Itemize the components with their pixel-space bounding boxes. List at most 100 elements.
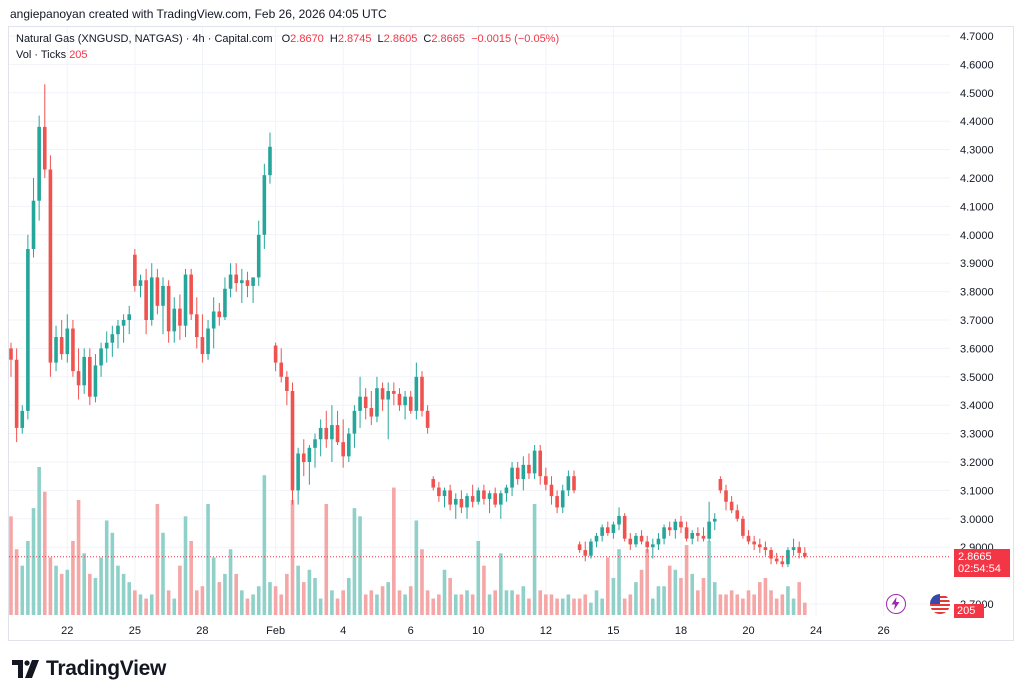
volume-bar	[313, 578, 317, 615]
candle-body	[527, 464, 531, 474]
candle-body	[470, 496, 475, 502]
volume-bar	[330, 590, 334, 615]
volume-bar	[555, 598, 559, 615]
high-value: 2.8745	[337, 33, 372, 45]
candle-body	[560, 490, 565, 508]
volume-bar	[301, 582, 306, 615]
brand-name: TradingView	[46, 657, 167, 680]
volume-bar	[155, 504, 160, 615]
volume-bar	[121, 573, 126, 615]
candle-body	[183, 274, 188, 326]
volume-bar	[380, 586, 385, 615]
volume-bar	[746, 590, 751, 615]
candle-body	[600, 527, 604, 536]
candle-body	[718, 479, 723, 491]
price-tick-label: 3.7000	[960, 315, 994, 327]
candle-body	[223, 288, 227, 318]
volume-value: 205	[69, 49, 88, 61]
time-axis: 22 25 28 Feb 4 6 10 12 15 18 20 24 26	[61, 625, 890, 637]
candle-body	[628, 538, 633, 545]
volume-bar	[769, 590, 773, 615]
candle-body	[634, 535, 638, 545]
volume-bar	[161, 532, 165, 615]
candle-body	[690, 533, 695, 539]
time-tick-label: 10	[472, 625, 484, 637]
volume-bar	[741, 598, 745, 615]
candle-body	[392, 391, 396, 394]
volume-legend[interactable]: Vol · Ticks 205	[16, 49, 88, 61]
volume-bar	[656, 586, 661, 615]
volume-bar	[273, 586, 278, 615]
time-tick-label: Feb	[266, 625, 285, 637]
candle-body	[712, 518, 717, 522]
candle-body	[26, 249, 30, 411]
volume-bar	[437, 594, 441, 615]
candle-body	[240, 280, 244, 284]
price-tick-label: 4.7000	[960, 31, 994, 43]
volume-bar	[560, 598, 565, 615]
candle-body	[144, 280, 148, 320]
candle-body	[724, 490, 728, 502]
candle-body	[803, 552, 807, 557]
volume-bar	[622, 598, 627, 615]
candle-body	[178, 308, 182, 326]
price-tick-label: 3.0000	[960, 514, 994, 526]
candle-body	[459, 498, 464, 508]
volume-bar	[662, 586, 666, 615]
tradingview-logo[interactable]: TradingView	[12, 657, 166, 681]
last-price-tag: 2.8665 02:54:54	[954, 549, 1010, 577]
candle-body	[363, 396, 368, 409]
symbol-name[interactable]: Natural Gas (XNGUSD, NATGAS) · 4h · Capi…	[16, 33, 273, 45]
volume-bar	[639, 569, 644, 615]
open-label: O	[281, 33, 291, 45]
volume-bar	[31, 508, 36, 615]
volume-bar	[42, 491, 47, 615]
candle-body	[380, 388, 385, 400]
symbol-legend: Natural Gas (XNGUSD, NATGAS) · 4h · Capi…	[16, 33, 559, 45]
price-tick-label: 4.4000	[960, 116, 994, 128]
volume-bar	[110, 532, 115, 615]
candle-body	[149, 277, 154, 320]
candle-body	[763, 547, 768, 551]
volume-bar	[476, 541, 481, 615]
volume-bar	[752, 594, 756, 615]
time-tick-label: 12	[540, 625, 552, 637]
candle-body	[99, 348, 103, 366]
volume-bar	[172, 598, 177, 615]
candle-body	[262, 175, 267, 235]
volume-bar	[369, 590, 374, 615]
us-flag-icon[interactable]	[930, 594, 950, 614]
close-value: 2.8665	[431, 33, 465, 45]
volume-bar	[206, 504, 210, 615]
volume-bar	[600, 598, 604, 615]
volume-bar	[251, 594, 255, 615]
price-tick-label: 4.2000	[960, 173, 994, 185]
volume-bar	[729, 590, 734, 615]
candle-body	[656, 538, 661, 545]
candle-body	[189, 274, 193, 315]
volume-bar	[262, 475, 267, 615]
candle-body	[206, 328, 210, 355]
open-value: 2.8670	[290, 33, 324, 45]
high-label: H	[329, 33, 338, 45]
volume-bar	[701, 578, 706, 615]
candle-body	[431, 479, 436, 488]
volume-bar	[786, 586, 790, 615]
volume-bar	[504, 590, 509, 615]
volume-bar	[696, 590, 700, 615]
volume-bar	[763, 578, 768, 615]
candle-body	[301, 453, 306, 462]
candle-body	[397, 393, 402, 406]
candle-body	[639, 535, 644, 542]
candle-body	[662, 527, 666, 539]
candle-body	[605, 527, 610, 533]
lightning-icon[interactable]	[886, 594, 906, 614]
volume-bar	[93, 578, 98, 615]
volume-bar	[690, 573, 695, 615]
volume-bar	[684, 545, 689, 615]
volume-bar	[408, 586, 413, 615]
volume-bar	[453, 594, 458, 615]
candle-body	[352, 410, 357, 434]
